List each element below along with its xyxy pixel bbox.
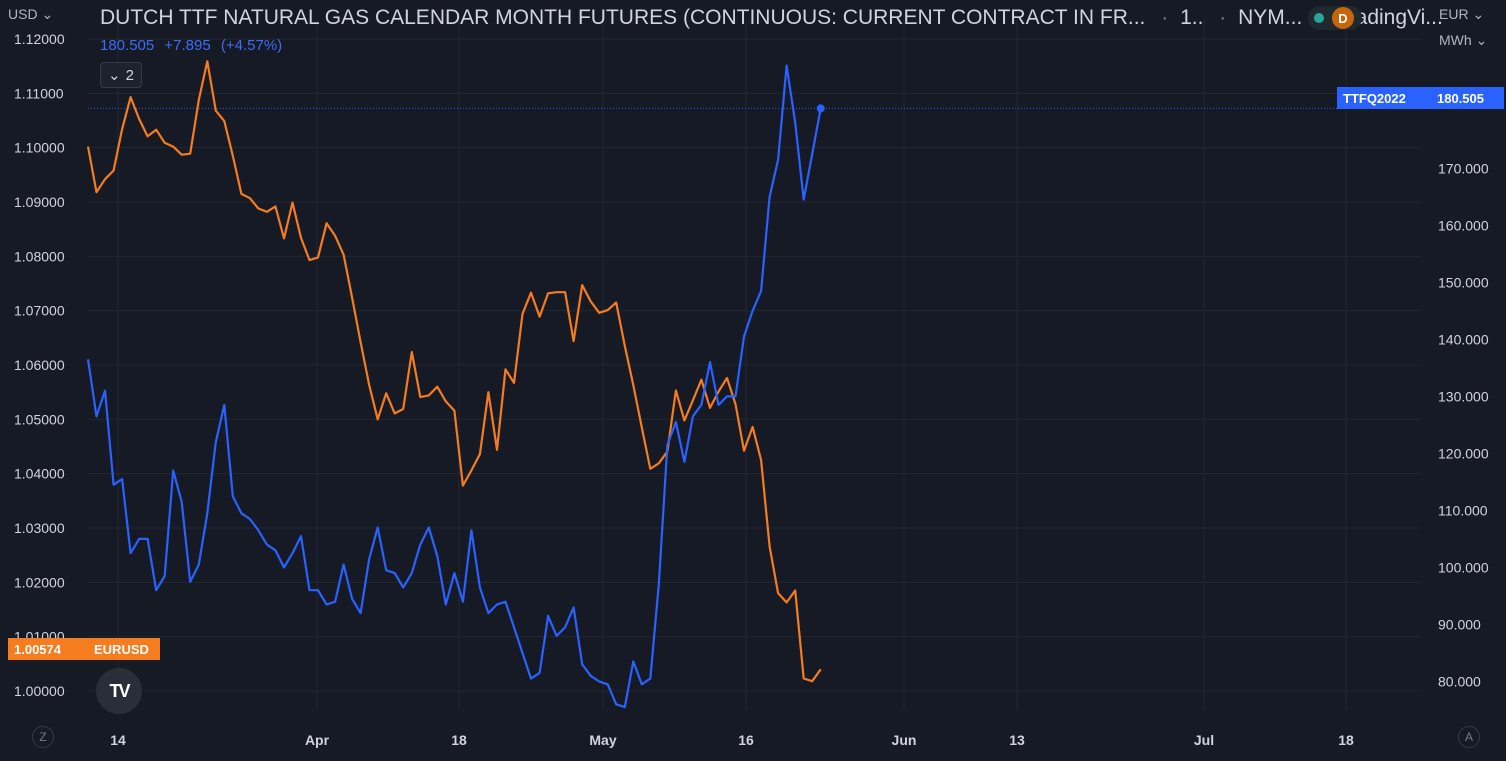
right-axis-tick-label: 80.000	[1438, 673, 1481, 689]
right-axis-tick-label: 100.000	[1438, 559, 1489, 575]
data-delay-badge: D	[1332, 7, 1354, 29]
x-axis-tick-label: 18	[1338, 732, 1354, 748]
left-axis-currency[interactable]: USD ⌄	[8, 6, 53, 23]
eurusd-series-tag: EURUSD	[88, 638, 160, 660]
chevron-down-icon: ⌄	[1472, 6, 1485, 22]
x-axis-tick-label: Jun	[892, 732, 917, 748]
left-axis-tick-label: 1.09000	[14, 194, 65, 210]
x-axis-tick-label: Apr	[305, 732, 330, 748]
last-price: 180.505	[100, 37, 155, 54]
series-line-ttfq2022	[86, 64, 822, 709]
series-line-eurusd	[86, 60, 822, 683]
zoom-toggle-button[interactable]: Z	[32, 726, 54, 748]
indicator-count: 2	[125, 66, 134, 84]
market-status-pill[interactable]: D	[1308, 6, 1362, 30]
ttf-last-value-tag: 180.505	[1431, 87, 1504, 109]
left-axis-tick-label: 1.11000	[14, 85, 64, 101]
left-axis[interactable]: 1.12000 1.11000 1.10000 1.09000 1.08000 1.070…	[14, 31, 65, 699]
right-axis-tick-label: 150.000	[1438, 274, 1489, 290]
separator-dot: ·	[1219, 6, 1227, 29]
price-change-line: 180.505 +7.895 (+4.57%)	[100, 37, 288, 54]
x-axis-tick-label: 14	[110, 732, 126, 748]
x-axis-tick-label: 16	[738, 732, 754, 748]
right-axis-tick-label: 130.000	[1438, 388, 1489, 404]
interval-label: 1..	[1180, 6, 1204, 29]
right-axis-unit[interactable]: MWh ⌄	[1439, 32, 1487, 49]
tradingview-logo[interactable]: TV	[96, 668, 142, 714]
left-axis-tick-label: 1.05000	[14, 411, 65, 427]
right-currency-label: EUR	[1439, 6, 1469, 22]
ttf-last-point-marker	[816, 104, 825, 113]
right-axis[interactable]: 170.000 160.000 150.000 140.000 130.000 120.0…	[1438, 160, 1489, 689]
right-axis-tick-label: 90.000	[1438, 616, 1481, 632]
price-change: +7.895	[164, 37, 211, 54]
exchange-label: NYM...	[1238, 6, 1303, 29]
left-axis-tick-label: 1.12000	[14, 31, 65, 47]
chevron-down-icon: ⌄	[108, 67, 121, 84]
x-axis-tick-label: 13	[1009, 732, 1025, 748]
left-axis-tick-label: 1.06000	[14, 357, 65, 373]
separator-dot: ·	[1161, 6, 1169, 29]
left-axis-tick-label: 1.08000	[14, 248, 65, 264]
symbol-title[interactable]: DUTCH TTF NATURAL GAS CALENDAR MONTH FUT…	[100, 6, 1449, 30]
collapse-indicators-button[interactable]: ⌄ 2	[100, 62, 142, 88]
left-unit-label: USD	[8, 6, 38, 22]
right-unit-label: MWh	[1439, 32, 1472, 48]
symbol-description: DUTCH TTF NATURAL GAS CALENDAR MONTH FUT…	[100, 6, 1146, 29]
left-axis-tick-label: 1.07000	[14, 303, 65, 319]
right-axis-tick-label: 140.000	[1438, 331, 1489, 347]
x-axis-tick-label: 18	[451, 732, 467, 748]
eurusd-last-value-tag: 1.00574	[8, 638, 88, 660]
market-open-dot-icon	[1314, 13, 1324, 23]
left-axis-tick-label: 1.04000	[14, 466, 65, 482]
x-axis-tick-label: May	[589, 732, 616, 748]
ttf-series-tag: TTFQ2022	[1337, 87, 1431, 109]
left-axis-tick-label: 1.10000	[14, 140, 65, 156]
right-axis-tick-label: 120.000	[1438, 445, 1489, 461]
left-axis-tick-label: 1.02000	[14, 574, 65, 590]
x-axis[interactable]: 14 Apr 18 May 16 Jun 13 Jul 18	[110, 732, 1354, 748]
x-axis-tick-label: Jul	[1194, 732, 1214, 748]
chevron-down-icon: ⌄	[41, 6, 54, 22]
right-axis-tick-label: 160.000	[1438, 217, 1489, 233]
grid-layer	[88, 20, 1420, 710]
price-change-percent: (+4.57%)	[220, 37, 283, 54]
right-axis-currency[interactable]: EUR ⌄	[1439, 6, 1484, 23]
left-axis-tick-label: 1.03000	[14, 520, 65, 536]
series-layer	[86, 60, 825, 709]
left-axis-tick-label: 1.00000	[14, 683, 65, 699]
auto-scale-button[interactable]: A	[1458, 726, 1480, 748]
chevron-down-icon: ⌄	[1475, 32, 1488, 48]
source-label: TradingVi...	[1336, 6, 1443, 29]
right-axis-tick-label: 170.000	[1438, 160, 1489, 176]
right-axis-tick-label: 110.000	[1438, 502, 1488, 518]
